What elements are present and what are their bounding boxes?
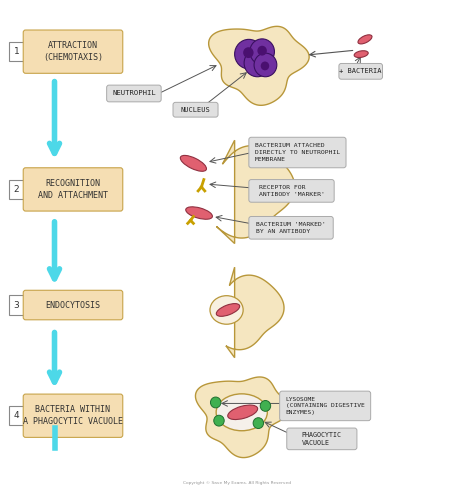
Text: RECEPTOR FOR
ANTIBODY 'MARKER': RECEPTOR FOR ANTIBODY 'MARKER' (259, 185, 324, 197)
Circle shape (260, 400, 271, 411)
FancyBboxPatch shape (9, 180, 25, 199)
FancyBboxPatch shape (249, 137, 346, 168)
Circle shape (254, 53, 277, 77)
Circle shape (214, 415, 224, 426)
Text: ENDOCYTOSIS: ENDOCYTOSIS (46, 301, 100, 309)
FancyBboxPatch shape (9, 42, 25, 61)
FancyBboxPatch shape (339, 63, 383, 79)
Text: BACTERIUM ATTACHED
DIRECTLY TO NEUTROPHIL
MEMBRANE: BACTERIUM ATTACHED DIRECTLY TO NEUTROPHI… (255, 144, 340, 161)
Ellipse shape (354, 51, 368, 58)
Circle shape (261, 62, 269, 70)
Text: RECOGNITION
AND ATTACHMENT: RECOGNITION AND ATTACHMENT (38, 179, 108, 200)
Text: BACTERIA WITHIN
A PHAGOCYTIC VACUOLE: BACTERIA WITHIN A PHAGOCYTIC VACUOLE (23, 405, 123, 426)
FancyBboxPatch shape (249, 180, 334, 202)
Circle shape (243, 47, 254, 58)
Text: NUCLEUS: NUCLEUS (181, 107, 210, 113)
Polygon shape (195, 377, 290, 458)
Polygon shape (217, 140, 295, 244)
Circle shape (210, 397, 221, 408)
Text: BACTERIUM 'MARKED'
BY AN ANTIBODY: BACTERIUM 'MARKED' BY AN ANTIBODY (256, 222, 326, 234)
FancyBboxPatch shape (23, 168, 123, 211)
FancyBboxPatch shape (23, 394, 123, 437)
Ellipse shape (228, 405, 258, 420)
Circle shape (235, 39, 263, 69)
FancyBboxPatch shape (23, 290, 123, 320)
FancyBboxPatch shape (107, 85, 161, 102)
Polygon shape (226, 267, 284, 358)
Text: NEUTROPHIL: NEUTROPHIL (112, 91, 156, 96)
Circle shape (253, 418, 264, 429)
FancyBboxPatch shape (173, 102, 218, 117)
Polygon shape (209, 27, 309, 105)
Ellipse shape (358, 35, 372, 44)
Text: LYSOSOME
(CONTAINING DIGESTIVE
ENZYMES): LYSOSOME (CONTAINING DIGESTIVE ENZYMES) (286, 397, 365, 415)
Text: 1: 1 (14, 47, 19, 56)
Text: 4: 4 (14, 411, 19, 420)
Text: 3: 3 (14, 301, 19, 309)
FancyBboxPatch shape (249, 216, 333, 239)
Text: PHAGOCYTIC
VACUOLE: PHAGOCYTIC VACUOLE (302, 432, 342, 446)
FancyBboxPatch shape (9, 295, 25, 315)
Ellipse shape (216, 394, 267, 431)
FancyBboxPatch shape (287, 428, 357, 450)
Circle shape (250, 39, 274, 64)
Circle shape (244, 49, 271, 77)
Ellipse shape (210, 296, 243, 324)
Text: Copyright © Save My Exams. All Rights Reserved: Copyright © Save My Exams. All Rights Re… (183, 481, 291, 485)
Text: + BACTERIA: + BACTERIA (339, 68, 382, 74)
Ellipse shape (180, 155, 207, 171)
Ellipse shape (186, 207, 212, 219)
Text: ATTRACTION
(CHEMOTAXIS): ATTRACTION (CHEMOTAXIS) (43, 41, 103, 62)
Text: 2: 2 (14, 185, 19, 194)
FancyBboxPatch shape (23, 30, 123, 73)
FancyBboxPatch shape (280, 391, 371, 421)
Ellipse shape (216, 304, 240, 316)
FancyBboxPatch shape (9, 406, 25, 425)
Circle shape (257, 46, 267, 56)
